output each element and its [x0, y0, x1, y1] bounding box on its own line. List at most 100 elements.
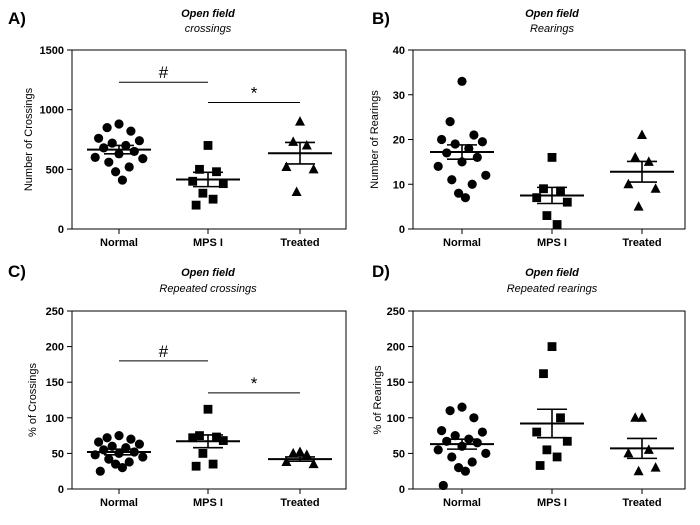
panel-4: D) Open field Repeated rearings 0 50 100 150 20… — [372, 262, 686, 509]
y-axis-label: Number of Rearings — [369, 90, 381, 189]
data-point-normal — [111, 167, 121, 177]
data-point-mps-i — [198, 188, 208, 198]
plot-frame — [71, 49, 347, 230]
data-point-normal — [99, 143, 109, 153]
x-tick-label: Treated — [280, 237, 319, 249]
y-tick-label: 0 — [399, 484, 405, 496]
data-point-normal — [94, 437, 104, 447]
chart-title: Open field — [525, 267, 579, 279]
y-tick-label: 50 — [52, 448, 64, 460]
data-point-normal — [117, 463, 127, 473]
x-tick-label: MPS I — [537, 497, 567, 509]
data-point-normal — [472, 152, 482, 162]
plot-frame — [71, 310, 347, 490]
x-tick-label: Treated — [280, 497, 319, 509]
data-point-normal — [433, 445, 443, 455]
data-point-treated — [650, 183, 661, 193]
data-point-mps-i — [547, 342, 557, 351]
significance-marker: * — [251, 84, 258, 103]
data-point-normal — [114, 431, 124, 441]
x-tick-label: Normal — [100, 237, 138, 249]
data-point-normal — [114, 119, 124, 129]
data-point-normal — [90, 152, 100, 162]
data-point-mps-i — [203, 141, 213, 150]
y-tick-label: 1000 — [40, 105, 64, 117]
data-point-normal — [460, 193, 470, 203]
y-tick-label: 10 — [393, 179, 405, 191]
chart-subtitle: Repeated rearings — [507, 283, 598, 295]
significance-marker: # — [159, 63, 169, 82]
data-point-normal — [467, 457, 477, 467]
data-point-treated — [630, 151, 641, 162]
y-axis-label: % of Crossings — [27, 363, 39, 437]
data-point-mps-i — [542, 211, 552, 220]
data-point-treated — [623, 447, 634, 458]
data-point-mps-i — [547, 153, 557, 162]
plot-frame — [412, 49, 686, 230]
data-point-mps-i — [191, 200, 201, 210]
data-point-mps-i — [552, 452, 562, 462]
x-tick-label: Normal — [443, 497, 481, 509]
data-point-normal — [124, 457, 134, 467]
data-point-normal — [447, 452, 457, 462]
data-point-normal — [450, 431, 460, 441]
data-point-mps-i — [532, 427, 542, 437]
plot-frame — [412, 310, 686, 490]
data-point-normal — [469, 413, 479, 423]
data-point-normal — [477, 427, 487, 437]
data-point-treated — [633, 465, 644, 476]
y-tick-label: 40 — [393, 45, 405, 57]
data-point-normal — [481, 170, 491, 180]
data-point-normal — [454, 188, 464, 198]
data-point-normal — [457, 402, 467, 412]
data-point-mps-i — [195, 164, 204, 174]
data-point-normal — [104, 157, 114, 167]
data-point-treated — [308, 163, 319, 174]
data-point-mps-i — [188, 176, 198, 186]
panel-label: D) — [372, 262, 390, 281]
panel-3: C) Open field Repeated crossings 0 50 100 150 2… — [8, 262, 347, 509]
panel-label: A) — [8, 9, 26, 28]
significance-marker: # — [159, 342, 169, 361]
data-point-normal — [460, 466, 470, 476]
y-tick-label: 200 — [46, 342, 64, 354]
data-point-normal — [445, 406, 455, 416]
data-point-normal — [126, 434, 136, 444]
y-tick-label: 250 — [46, 306, 64, 318]
data-point-normal — [134, 136, 144, 146]
data-point-mps-i — [208, 459, 218, 469]
data-point-normal — [438, 480, 448, 491]
y-tick-label: 30 — [393, 90, 405, 102]
data-point-mps-i — [188, 433, 198, 443]
data-point-normal — [477, 137, 487, 147]
chart-subtitle: Rearings — [530, 23, 575, 35]
y-tick-label: 0 — [399, 224, 405, 236]
data-point-normal — [104, 454, 114, 464]
data-point-treated — [650, 462, 661, 472]
data-point-mps-i — [535, 461, 545, 470]
data-point-mps-i — [191, 461, 201, 471]
chart-title: Open field — [181, 267, 235, 279]
data-point-mps-i — [203, 404, 213, 414]
data-point-mps-i — [198, 449, 208, 458]
data-point-treated — [637, 129, 647, 140]
panel-label: B) — [372, 9, 390, 28]
data-point-mps-i — [552, 220, 562, 229]
y-axis-label: Number of Crossings — [23, 87, 35, 191]
y-tick-label: 150 — [387, 377, 405, 389]
data-point-normal — [481, 448, 491, 458]
data-point-normal — [464, 143, 474, 154]
data-point-treated — [633, 201, 644, 211]
data-point-normal — [124, 162, 134, 172]
data-point-normal — [134, 439, 144, 449]
x-tick-label: Treated — [622, 497, 661, 509]
data-point-normal — [450, 139, 460, 149]
y-tick-label: 100 — [387, 413, 405, 425]
data-point-treated — [295, 116, 305, 126]
x-tick-label: MPS I — [193, 237, 223, 249]
data-point-treated — [288, 447, 299, 458]
data-point-mps-i — [532, 193, 542, 203]
x-tick-label: MPS I — [193, 497, 223, 509]
y-tick-label: 250 — [387, 306, 405, 318]
